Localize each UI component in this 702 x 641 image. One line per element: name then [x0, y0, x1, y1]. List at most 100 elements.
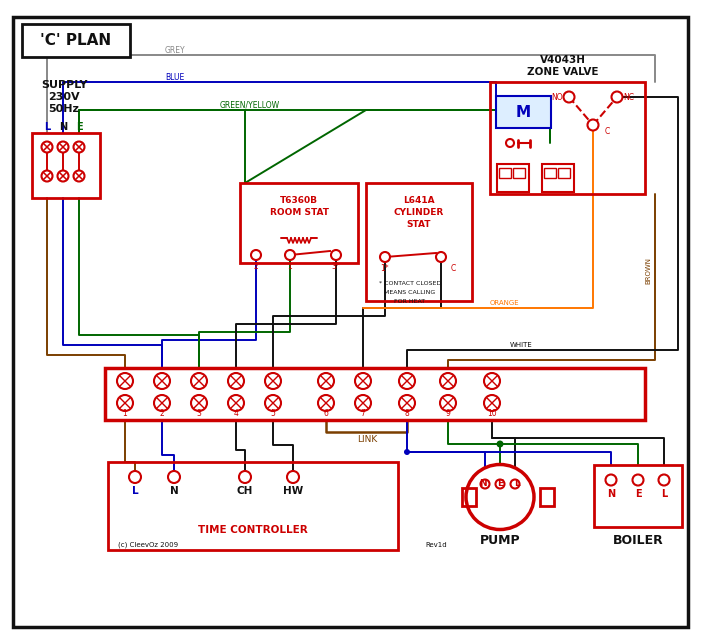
Circle shape: [74, 142, 84, 153]
Circle shape: [154, 395, 170, 411]
Text: TIME CONTROLLER: TIME CONTROLLER: [198, 525, 308, 535]
Bar: [108, 462, 398, 550]
Circle shape: [399, 395, 415, 411]
Circle shape: [74, 171, 84, 181]
Circle shape: [606, 474, 616, 485]
Circle shape: [318, 373, 334, 389]
Circle shape: [251, 250, 261, 260]
Text: SUPPLY: SUPPLY: [41, 80, 87, 90]
Text: N: N: [479, 479, 486, 488]
Text: 230V: 230V: [48, 92, 80, 102]
Circle shape: [380, 252, 390, 262]
Circle shape: [484, 373, 500, 389]
Text: L: L: [514, 479, 520, 488]
Text: * CONTACT CLOSED: * CONTACT CLOSED: [379, 281, 441, 285]
Text: HW: HW: [283, 486, 303, 496]
Text: FOR HEAT: FOR HEAT: [395, 299, 425, 303]
Bar: [558, 168, 570, 178]
Text: E: E: [635, 489, 642, 499]
Text: E: E: [497, 479, 503, 488]
Text: 9: 9: [446, 410, 451, 419]
Circle shape: [285, 250, 295, 260]
Text: 50Hz: 50Hz: [48, 104, 79, 114]
Text: 7: 7: [361, 410, 366, 419]
Circle shape: [588, 119, 599, 131]
Circle shape: [191, 373, 207, 389]
Text: STAT: STAT: [406, 219, 431, 228]
Text: 8: 8: [404, 410, 409, 419]
Text: 1: 1: [288, 262, 292, 271]
Text: 3*: 3*: [331, 262, 340, 271]
Circle shape: [436, 252, 446, 262]
Circle shape: [355, 373, 371, 389]
Text: C: C: [604, 126, 609, 135]
Circle shape: [564, 92, 574, 103]
Circle shape: [355, 395, 371, 411]
Bar: [497, 164, 529, 192]
Text: C: C: [451, 263, 456, 272]
Bar: [542, 164, 574, 192]
Text: GREEN/YELLOW: GREEN/YELLOW: [220, 101, 280, 110]
Bar: [490, 82, 645, 194]
Circle shape: [480, 479, 489, 488]
Circle shape: [228, 395, 244, 411]
Circle shape: [117, 395, 133, 411]
Circle shape: [496, 440, 503, 447]
Text: CH: CH: [237, 486, 253, 496]
Text: 6: 6: [324, 410, 329, 419]
Text: LINK: LINK: [357, 435, 377, 444]
Text: BLUE: BLUE: [165, 72, 184, 81]
Circle shape: [318, 395, 334, 411]
Text: ZONE VALVE: ZONE VALVE: [527, 67, 599, 77]
Circle shape: [484, 395, 500, 411]
Circle shape: [41, 142, 53, 153]
Bar: [540, 488, 554, 506]
Text: MEANS CALLING: MEANS CALLING: [385, 290, 436, 294]
Circle shape: [228, 373, 244, 389]
Text: 2: 2: [159, 410, 164, 419]
Bar: [240, 183, 358, 263]
Circle shape: [287, 471, 299, 483]
Circle shape: [265, 373, 281, 389]
Circle shape: [117, 373, 133, 389]
Bar: [22, 24, 130, 57]
Circle shape: [440, 395, 456, 411]
Circle shape: [440, 373, 456, 389]
Bar: [496, 96, 551, 128]
Circle shape: [611, 92, 623, 103]
Circle shape: [129, 471, 141, 483]
Text: ORANGE: ORANGE: [490, 300, 519, 306]
Text: NO: NO: [551, 92, 563, 101]
Text: L: L: [661, 489, 667, 499]
Text: PUMP: PUMP: [479, 533, 520, 547]
Text: 1*: 1*: [380, 263, 390, 272]
Circle shape: [168, 471, 180, 483]
Text: N: N: [170, 486, 178, 496]
Text: 3: 3: [197, 410, 201, 419]
Circle shape: [239, 471, 251, 483]
Text: N: N: [59, 122, 67, 132]
Text: E: E: [76, 122, 82, 132]
Circle shape: [633, 474, 644, 485]
Circle shape: [506, 139, 514, 147]
Text: L: L: [44, 122, 50, 132]
Circle shape: [58, 142, 69, 153]
Text: T6360B: T6360B: [280, 196, 318, 204]
Text: N: N: [607, 489, 615, 499]
Text: BROWN: BROWN: [645, 256, 651, 283]
Text: M: M: [515, 104, 531, 119]
Circle shape: [41, 171, 53, 181]
Bar: [32, 133, 100, 198]
Text: 10: 10: [487, 410, 497, 419]
Circle shape: [265, 395, 281, 411]
Text: BOILER: BOILER: [613, 533, 663, 547]
Bar: [462, 488, 476, 506]
Circle shape: [496, 479, 505, 488]
Bar: [499, 168, 511, 178]
Circle shape: [191, 395, 207, 411]
Text: 2: 2: [253, 262, 258, 271]
Text: 4: 4: [234, 410, 239, 419]
Circle shape: [154, 373, 170, 389]
Bar: [544, 168, 556, 178]
Text: GREY: GREY: [165, 46, 185, 54]
